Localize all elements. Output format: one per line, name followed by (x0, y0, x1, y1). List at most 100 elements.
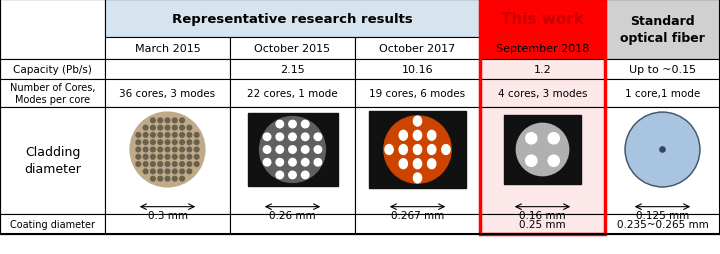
Ellipse shape (399, 145, 408, 155)
Circle shape (136, 155, 140, 160)
Circle shape (289, 121, 296, 128)
Circle shape (158, 148, 163, 152)
Circle shape (187, 140, 192, 145)
Circle shape (130, 113, 205, 187)
Circle shape (150, 126, 156, 130)
Circle shape (180, 169, 184, 174)
Bar (230, 38, 355, 60)
Circle shape (165, 155, 170, 160)
Ellipse shape (442, 145, 450, 155)
Bar (480, 0, 605, 60)
Text: This work: This work (501, 11, 584, 26)
Text: Up to ~0.15: Up to ~0.15 (629, 65, 696, 75)
Ellipse shape (399, 159, 408, 169)
Circle shape (264, 159, 271, 166)
Circle shape (173, 169, 177, 174)
Bar (0, 60, 105, 80)
Ellipse shape (413, 159, 422, 169)
Circle shape (173, 140, 177, 145)
Circle shape (187, 155, 192, 160)
Bar (105, 80, 230, 108)
Bar (605, 0, 720, 60)
Text: March 2015: March 2015 (135, 44, 200, 54)
Text: 36 cores, 3 modes: 36 cores, 3 modes (120, 89, 215, 99)
Bar (248, 114, 338, 186)
Circle shape (143, 148, 148, 152)
Bar (355, 108, 480, 214)
Circle shape (289, 159, 296, 166)
Circle shape (158, 126, 163, 130)
Circle shape (526, 155, 537, 167)
Circle shape (625, 113, 700, 187)
Circle shape (187, 169, 192, 174)
Circle shape (187, 162, 192, 167)
Circle shape (158, 140, 163, 145)
Circle shape (150, 169, 156, 174)
Text: 4 cores, 3 modes: 4 cores, 3 modes (498, 89, 588, 99)
Text: Capacity (Pb/s): Capacity (Pb/s) (13, 65, 92, 75)
Circle shape (180, 133, 184, 138)
Circle shape (136, 133, 140, 138)
Circle shape (194, 140, 199, 145)
Circle shape (158, 177, 163, 181)
Bar (355, 214, 480, 234)
Bar (0, 0, 105, 60)
Text: Representative research results: Representative research results (172, 12, 413, 25)
Bar (355, 38, 480, 60)
Circle shape (264, 134, 271, 141)
Text: 0.267 mm: 0.267 mm (391, 210, 444, 220)
Text: 19 cores, 6 modes: 19 cores, 6 modes (369, 89, 466, 99)
Ellipse shape (413, 173, 422, 183)
Circle shape (660, 147, 665, 152)
Circle shape (173, 148, 177, 152)
Bar (105, 108, 230, 214)
Circle shape (158, 119, 163, 123)
Circle shape (548, 155, 559, 167)
Circle shape (187, 133, 192, 138)
Circle shape (173, 155, 177, 160)
Ellipse shape (413, 131, 422, 141)
Bar (105, 214, 230, 234)
Circle shape (165, 140, 170, 145)
Circle shape (276, 146, 284, 154)
Text: 2.15: 2.15 (280, 65, 305, 75)
Circle shape (143, 140, 148, 145)
Text: 0.235~0.265 mm: 0.235~0.265 mm (616, 219, 708, 229)
Bar (230, 214, 355, 234)
Text: Standard
optical fiber: Standard optical fiber (620, 15, 705, 45)
Circle shape (194, 162, 199, 167)
Circle shape (173, 177, 177, 181)
Circle shape (180, 126, 184, 130)
Bar (480, 60, 605, 80)
Bar (480, 80, 605, 108)
Circle shape (143, 126, 148, 130)
Ellipse shape (385, 145, 393, 155)
Circle shape (150, 119, 156, 123)
Circle shape (150, 155, 156, 160)
Circle shape (194, 148, 199, 152)
Circle shape (187, 126, 192, 130)
Circle shape (289, 134, 296, 141)
Circle shape (276, 171, 284, 179)
Circle shape (150, 133, 156, 138)
Circle shape (150, 177, 156, 181)
Circle shape (158, 169, 163, 174)
Circle shape (143, 133, 148, 138)
Circle shape (165, 169, 170, 174)
Circle shape (180, 155, 184, 160)
Circle shape (260, 117, 325, 183)
Circle shape (165, 133, 170, 138)
Circle shape (150, 148, 156, 152)
Circle shape (143, 169, 148, 174)
Circle shape (180, 148, 184, 152)
Circle shape (136, 140, 140, 145)
Circle shape (384, 116, 451, 183)
Ellipse shape (428, 145, 436, 155)
Bar (480, 0, 605, 234)
Bar (0, 108, 105, 214)
Bar (105, 0, 480, 38)
Bar (369, 112, 467, 188)
Bar (230, 80, 355, 108)
Circle shape (158, 155, 163, 160)
Circle shape (314, 146, 322, 154)
